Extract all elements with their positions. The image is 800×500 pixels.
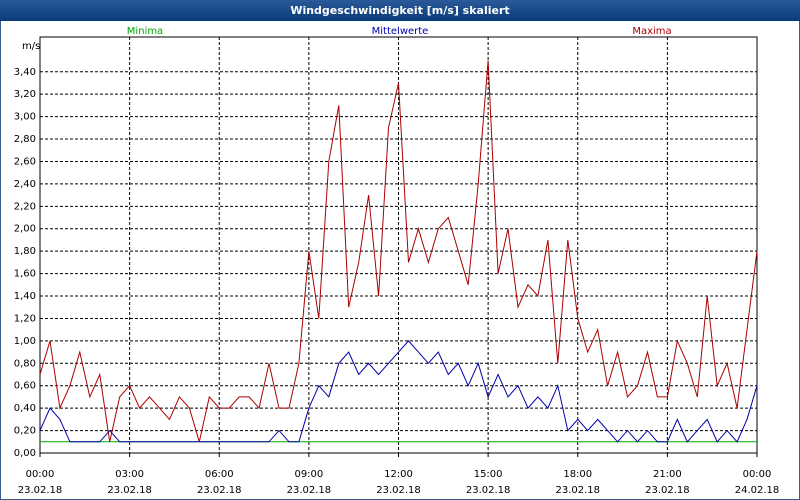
x-tick-label: 00:00 [743, 469, 772, 480]
title-bar [0, 0, 800, 21]
y-tick-label: 1,20 [14, 313, 36, 324]
y-tick-label: 0,60 [14, 381, 36, 392]
x-tick-date: 23.02.18 [107, 485, 152, 496]
y-tick-label: 1,60 [14, 269, 36, 280]
y-tick-label: 2,60 [14, 156, 36, 167]
chart-title: Windgeschwindigkeit [m/s] skaliert [290, 4, 509, 17]
y-tick-label: 0,20 [14, 426, 36, 437]
x-tick-label: 15:00 [474, 469, 503, 480]
x-tick-label: 03:00 [115, 469, 144, 480]
x-tick-label: 18:00 [563, 469, 592, 480]
x-tick-date: 23.02.18 [466, 485, 511, 496]
legend-label: Maxima [632, 26, 671, 37]
y-axis-label: m/s [22, 41, 40, 52]
y-tick-label: 1,80 [14, 246, 36, 257]
y-tick-label: 2,20 [14, 201, 36, 212]
x-tick-date: 24.02.18 [735, 485, 780, 496]
x-tick-date: 23.02.18 [18, 485, 63, 496]
y-tick-label: 3,20 [14, 89, 36, 100]
x-tick-label: 21:00 [653, 469, 682, 480]
x-tick-label: 00:00 [26, 469, 55, 480]
x-tick-date: 23.02.18 [197, 485, 242, 496]
x-tick-date: 23.02.18 [555, 485, 600, 496]
x-tick-label: 06:00 [205, 469, 234, 480]
y-tick-label: 1,00 [14, 336, 36, 347]
x-tick-label: 12:00 [384, 469, 413, 480]
y-tick-label: 3,40 [14, 67, 36, 78]
x-tick-label: 09:00 [294, 469, 323, 480]
y-tick-label: 3,00 [14, 112, 36, 123]
y-tick-label: 0,40 [14, 403, 36, 414]
x-tick-date: 23.02.18 [645, 485, 690, 496]
series-line [39, 340, 758, 443]
y-tick-label: 0,80 [14, 358, 36, 369]
x-tick-date: 23.02.18 [287, 485, 332, 496]
y-tick-label: 1,40 [14, 291, 36, 302]
series-line [39, 60, 758, 442]
legend-label: Minima [127, 26, 163, 37]
plot-area [39, 36, 758, 454]
y-tick-label: 2,00 [14, 224, 36, 235]
y-tick-label: 2,80 [14, 134, 36, 145]
y-tick-label: 0,00 [14, 448, 36, 459]
legend-label: Mittelwerte [372, 26, 429, 37]
x-tick-date: 23.02.18 [376, 485, 421, 496]
y-tick-label: 2,40 [14, 179, 36, 190]
